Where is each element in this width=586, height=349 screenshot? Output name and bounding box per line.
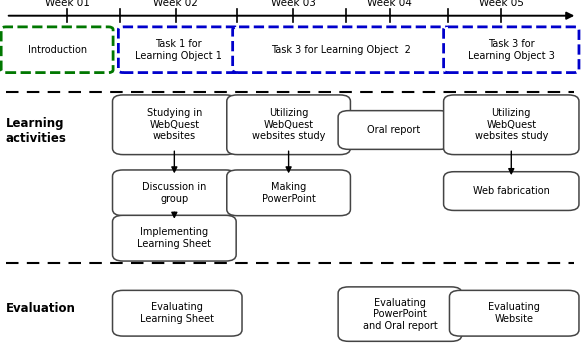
Text: Introduction: Introduction [28,45,87,55]
Text: Week 02: Week 02 [154,0,198,8]
FancyBboxPatch shape [444,95,579,155]
FancyBboxPatch shape [444,27,579,73]
Text: Studying in
WebQuest
websites: Studying in WebQuest websites [146,108,202,141]
FancyBboxPatch shape [113,170,236,216]
Text: Task 3 for
Learning Object 3: Task 3 for Learning Object 3 [468,39,555,60]
Text: Utilizing
WebQuest
websites study: Utilizing WebQuest websites study [475,108,548,141]
FancyBboxPatch shape [449,290,579,336]
FancyBboxPatch shape [113,95,236,155]
Text: Evaluating
PowerPoint
and Oral report: Evaluating PowerPoint and Oral report [363,297,437,331]
FancyBboxPatch shape [233,27,450,73]
FancyBboxPatch shape [113,290,242,336]
Text: Learning
activities: Learning activities [6,117,67,145]
Text: Week 05: Week 05 [479,0,523,8]
FancyBboxPatch shape [118,27,239,73]
Text: Implementing
Learning Sheet: Implementing Learning Sheet [137,228,212,249]
Text: Task 1 for
Learning Object 1: Task 1 for Learning Object 1 [135,39,222,60]
Text: Oral report: Oral report [367,125,421,135]
FancyBboxPatch shape [1,27,113,73]
Text: Web fabrication: Web fabrication [473,186,550,196]
FancyBboxPatch shape [444,172,579,210]
Text: Evaluation: Evaluation [6,302,76,315]
FancyBboxPatch shape [338,287,462,341]
FancyBboxPatch shape [227,95,350,155]
Text: Week 01: Week 01 [45,0,90,8]
Text: Week 04: Week 04 [367,0,412,8]
Text: Evaluating
Website: Evaluating Website [488,303,540,324]
Text: Task 3 for Learning Object  2: Task 3 for Learning Object 2 [271,45,411,55]
FancyBboxPatch shape [338,111,450,149]
FancyBboxPatch shape [227,170,350,216]
FancyBboxPatch shape [113,215,236,261]
Text: Evaluating
Learning Sheet: Evaluating Learning Sheet [140,303,214,324]
Text: Discussion in
group: Discussion in group [142,182,206,203]
Text: Week 03: Week 03 [271,0,315,8]
Text: Utilizing
WebQuest
websites study: Utilizing WebQuest websites study [252,108,325,141]
Text: Making
PowerPoint: Making PowerPoint [262,182,315,203]
